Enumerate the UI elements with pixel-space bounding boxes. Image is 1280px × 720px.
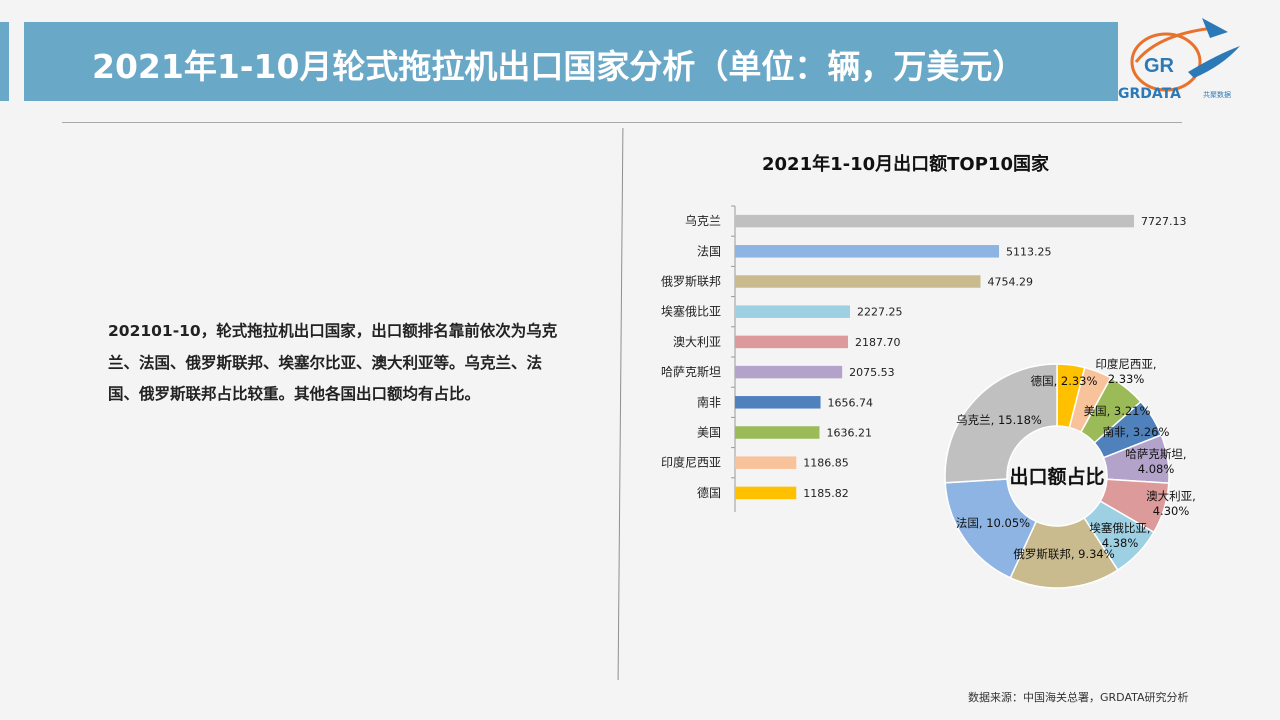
svg-text:GR: GR	[1144, 55, 1175, 77]
bar-category-label: 印度尼西亚	[661, 455, 721, 470]
donut-chart: 德国, 2.33%印度尼西亚, 2.33% 美国, 3.21% 南非, 3.26% 哈萨…	[944, 357, 1196, 589]
donut-slice-label: 埃塞俄比亚, 4.38%	[1089, 521, 1150, 550]
bar	[735, 365, 843, 379]
bar	[735, 335, 848, 349]
donut-slice-label: 德国, 2.33%	[1031, 374, 1098, 388]
bar-chart: 乌克兰 7727.13 法国 5113.25 俄罗斯联邦 4754.29 埃塞俄比亚 2227…	[661, 205, 1187, 512]
bar	[735, 305, 851, 318]
bar	[735, 396, 821, 409]
bar-category-label: 澳大利亚	[673, 335, 721, 349]
bar-value-label: 1636.21	[826, 427, 872, 440]
donut-slice-label: 南非, 3.26%	[1103, 425, 1170, 439]
grdata-logo-icon: GR	[1130, 18, 1240, 92]
bar-category-label: 哈萨克斯坦	[661, 365, 721, 379]
bar	[735, 214, 1134, 228]
donut-slice	[944, 363, 1058, 484]
bar-category-label: 埃塞俄比亚	[661, 304, 721, 319]
bar	[735, 456, 797, 469]
data-source: 数据来源：中国海关总署，GRDATA研究分析	[968, 691, 1189, 704]
bar	[735, 486, 797, 500]
logo-text: GRDATA	[1118, 86, 1181, 102]
bar-value-label: 5113.25	[1006, 245, 1052, 258]
bar-category-label: 南非	[697, 394, 721, 409]
bar-category-label: 乌克兰	[685, 213, 721, 228]
title-bar	[24, 22, 1118, 101]
bar-value-label: 1185.82	[803, 487, 849, 500]
bar-category-label: 美国	[697, 426, 721, 440]
donut-slice-label: 俄罗斯联邦, 9.34%	[1013, 547, 1114, 561]
header-divider	[62, 122, 1182, 123]
bar-value-label: 2075.53	[849, 366, 895, 379]
left-accent-strip	[0, 22, 9, 101]
logo-subtext: 共聚数据	[1203, 91, 1231, 99]
donut-slice-label: 法国, 10.05%	[956, 516, 1030, 530]
donut-center-label: 出口额占比	[1009, 465, 1104, 488]
bar	[735, 275, 981, 288]
donut-slice-label: 澳大利亚, 4.30%	[1146, 489, 1196, 518]
bar-value-label: 1656.74	[828, 396, 874, 409]
donut-slice-label: 印度尼西亚, 2.33%	[1095, 357, 1156, 386]
bar-value-label: 7727.13	[1141, 215, 1187, 228]
bar-category-label: 德国	[697, 485, 721, 500]
bar-value-label: 2187.70	[855, 336, 901, 349]
bar-chart-title: 2021年1-10月出口额TOP10国家	[762, 154, 1049, 175]
bar-category-label: 法国	[697, 244, 721, 258]
page-title: 2021年1-10月轮式拖拉机出口国家分析（单位：辆，万美元）	[92, 47, 1026, 86]
donut-slice-label: 哈萨克斯坦, 4.08%	[1125, 447, 1186, 476]
bar-value-label: 1186.85	[803, 457, 849, 470]
bar	[735, 245, 1000, 258]
bar-value-label: 2227.25	[857, 306, 903, 319]
donut-slice-label: 美国, 3.21%	[1084, 404, 1151, 418]
bar-category-label: 俄罗斯联邦	[661, 275, 721, 289]
donut-slice-label: 乌克兰, 15.18%	[956, 413, 1042, 427]
bar	[735, 426, 820, 439]
bar-value-label: 4754.29	[987, 276, 1032, 289]
summary-text: 202101-10，轮式拖拉机出口国家，出口额排名靠前依次为乌克兰、法国、俄罗斯…	[108, 322, 558, 403]
